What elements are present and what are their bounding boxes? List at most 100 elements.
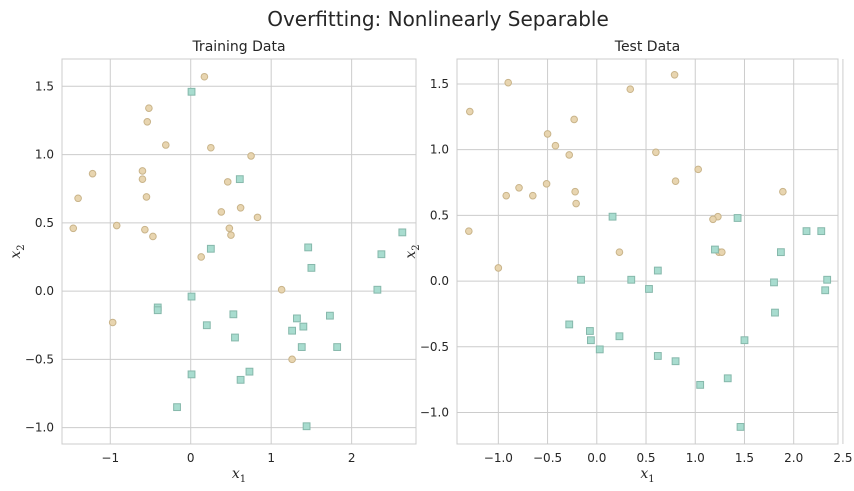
- test-square-point: [627, 275, 636, 284]
- train-square-point: [304, 243, 313, 252]
- train-square-point: [202, 321, 211, 330]
- train-circle-point: [288, 355, 296, 364]
- panel-training-data: −1 0 1 2 −1.0 −0.5 0.0 0.5 1.0 1.5 Training Data x1…: [8, 39, 417, 485]
- train-square-point: [153, 306, 162, 315]
- train-circle-point: [145, 104, 153, 112]
- test-x-tick-label: −1.0: [484, 451, 513, 465]
- test-circle-point: [571, 187, 579, 196]
- train-square-point: [229, 310, 238, 319]
- train-square-point: [187, 370, 196, 379]
- train-circle-point: [149, 232, 157, 241]
- test-x-axis-label: x1: [640, 466, 654, 485]
- test-circle-point: [570, 115, 578, 124]
- train-square-point: [373, 285, 382, 294]
- test-square-point: [608, 212, 617, 221]
- train-square-point: [299, 322, 308, 331]
- test-plot-frame: [456, 58, 839, 445]
- train-square-point: [377, 250, 386, 259]
- train-circle-point: [247, 152, 255, 160]
- test-y-tick-label: 1.5: [430, 77, 449, 91]
- test-square-point: [770, 278, 778, 287]
- train-square-point: [187, 87, 196, 96]
- train-y-tick-label: 1.0: [35, 148, 54, 162]
- test-square-point: [817, 227, 826, 236]
- train-circle-point: [161, 141, 170, 149]
- panel-test-data: −1.0 −0.5 0.0 0.5 1.0 1.5 2.0 2.5 −1.0 −0.5 0.0 0.5…: [403, 39, 852, 485]
- train-y-tick-label: 1.5: [35, 79, 54, 93]
- test-circle-point: [543, 130, 552, 138]
- train-circle-point: [108, 318, 117, 327]
- test-circle-point: [779, 187, 787, 196]
- train-square-point: [245, 367, 254, 376]
- test-circle-point: [652, 148, 660, 157]
- test-square-point: [586, 327, 594, 335]
- train-square-point: [187, 292, 196, 301]
- train-circle-point: [142, 193, 151, 201]
- train-circle-point: [236, 204, 245, 212]
- train-square-point: [326, 311, 334, 320]
- test-y-tick-label: 0.5: [430, 208, 449, 222]
- test-x-tick-label: −0.5: [533, 451, 562, 465]
- train-circle-point: [200, 72, 209, 81]
- figure-title: Overfitting: Nonlinearly Separable: [267, 7, 609, 31]
- train-circle-point: [225, 224, 234, 233]
- test-square-point: [736, 423, 745, 431]
- train-y-tick-label: 0.0: [35, 284, 54, 298]
- train-y-axis-label: x2: [8, 244, 27, 258]
- train-circle-point: [207, 143, 215, 152]
- test-square-point: [723, 374, 732, 383]
- test-circle-point: [515, 183, 523, 192]
- test-circle-point: [504, 78, 512, 87]
- test-square-point: [565, 320, 574, 329]
- test-square-point: [653, 266, 662, 275]
- test-circle-point: [551, 141, 560, 150]
- test-y-axis-label: x2: [403, 244, 422, 258]
- train-square-point: [398, 228, 407, 237]
- train-y-tick-label: −0.5: [25, 352, 54, 366]
- test-square-point: [711, 245, 719, 254]
- train-circle-point: [138, 167, 147, 175]
- train-square-point: [293, 314, 301, 323]
- train-circle-point: [138, 175, 147, 183]
- test-circle-point: [542, 180, 551, 188]
- test-circle-point: [709, 215, 717, 224]
- test-square-point: [586, 336, 595, 345]
- train-circle-point: [253, 213, 262, 222]
- train-circle-point: [277, 285, 286, 294]
- test-square-point: [771, 308, 779, 317]
- train-circle-point: [141, 225, 149, 234]
- train-x-tick-label: −1: [101, 451, 119, 465]
- train-x-tick-label: 0: [187, 451, 195, 465]
- test-square-point: [821, 286, 830, 295]
- train-x-axis-label: x1: [232, 466, 246, 485]
- test-circle-point: [565, 151, 574, 159]
- train-circle-point: [88, 169, 97, 178]
- test-circle-point: [465, 227, 473, 235]
- test-circle-point: [615, 248, 624, 256]
- test-x-tick-label: 0.0: [587, 451, 606, 465]
- test-circle-point: [494, 264, 503, 272]
- test-square-point: [823, 275, 832, 284]
- test-square-point: [671, 357, 680, 366]
- train-square-point: [231, 333, 239, 342]
- train-square-point: [302, 422, 311, 431]
- test-x-tick-label: 2.5: [833, 451, 852, 465]
- test-circle-point: [670, 70, 679, 79]
- train-square-point: [307, 263, 316, 272]
- test-x-tick-label: 1.5: [735, 451, 754, 465]
- train-circle-point: [197, 253, 205, 261]
- train-square-point: [236, 375, 245, 384]
- test-x-tick-label: 2.0: [784, 451, 803, 465]
- train-square-point: [206, 244, 215, 253]
- test-circle-point: [694, 165, 703, 174]
- train-x-tick-label: 1: [267, 451, 275, 465]
- train-square-point: [235, 175, 244, 184]
- train-square-point: [297, 343, 306, 351]
- train-square-point: [333, 343, 342, 351]
- train-circle-point: [143, 118, 152, 126]
- test-square-point: [595, 345, 604, 354]
- test-square-point: [740, 336, 749, 345]
- test-square-point: [615, 332, 624, 341]
- test-square-point: [577, 275, 585, 284]
